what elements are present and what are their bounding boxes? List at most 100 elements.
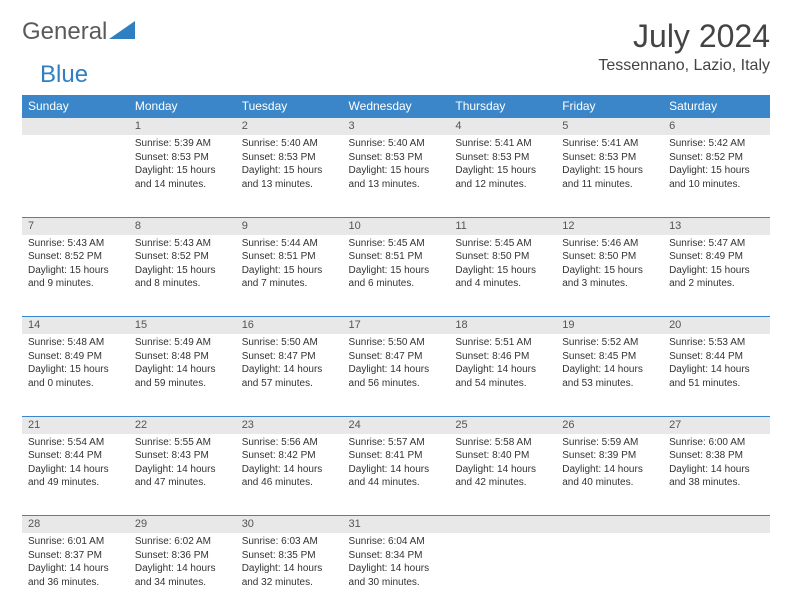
day-number-cell: 25 [449, 416, 556, 434]
day-number-row: 14151617181920 [22, 317, 770, 335]
sunset-text: Sunset: 8:38 PM [669, 449, 764, 463]
sunset-text: Sunset: 8:44 PM [669, 350, 764, 364]
day-content-row: Sunrise: 5:54 AMSunset: 8:44 PM Daylight:… [22, 434, 770, 516]
daylight-text: Daylight: 15 hours and 14 minutes. [135, 164, 230, 191]
day-number-row: 21222324252627 [22, 416, 770, 434]
sunset-text: Sunset: 8:47 PM [349, 350, 444, 364]
day-content-cell: Sunrise: 5:47 AMSunset: 8:49 PMDaylight:… [663, 235, 770, 317]
day-content-cell: Sunrise: 5:48 AMSunset: 8:49 PMDaylight:… [22, 334, 129, 416]
logo-text-blue: Blue [40, 61, 88, 89]
day-content-cell: Sunrise: 5:49 AMSunset: 8:48 PMDaylight:… [129, 334, 236, 416]
daylight-text: Daylight: 15 hours and 4 minutes. [455, 264, 550, 291]
sunset-text: Sunset: 8:41 PM [349, 449, 444, 463]
sunrise-text: Sunrise: 6:04 AM [349, 535, 444, 549]
day-number-row: 28293031 [22, 516, 770, 534]
day-content-cell: Sunrise: 5:39 AMSunset: 8:53 PMDaylight:… [129, 135, 236, 217]
sunrise-text: Sunrise: 5:58 AM [455, 436, 550, 450]
daylight-text: Daylight: 14 hours and 54 minutes. [455, 363, 550, 390]
sunrise-text: Sunrise: 5:54 AM [28, 436, 123, 450]
day-number-cell: 29 [129, 516, 236, 534]
sunrise-text: Sunrise: 5:59 AM [562, 436, 657, 450]
daylight-text: Daylight: 14 hours and 40 minutes. [562, 463, 657, 490]
day-number-cell: 19 [556, 317, 663, 335]
day-number-cell: 13 [663, 217, 770, 235]
day-number-cell: 27 [663, 416, 770, 434]
daylight-text: Daylight: 15 hours and 13 minutes. [242, 164, 337, 191]
weekday-header: Friday [556, 95, 663, 118]
day-number-cell: 22 [129, 416, 236, 434]
day-content-cell: Sunrise: 5:59 AMSunset: 8:39 PMDaylight:… [556, 434, 663, 516]
logo: General [22, 18, 137, 46]
day-number-cell: 21 [22, 416, 129, 434]
day-content-cell: Sunrise: 5:50 AMSunset: 8:47 PMDaylight:… [343, 334, 450, 416]
daylight-text: Daylight: 14 hours and 53 minutes. [562, 363, 657, 390]
day-number-cell: 31 [343, 516, 450, 534]
day-number-cell: 24 [343, 416, 450, 434]
day-content-cell: Sunrise: 5:43 AMSunset: 8:52 PMDaylight:… [129, 235, 236, 317]
sunset-text: Sunset: 8:51 PM [349, 250, 444, 264]
day-number-cell: 4 [449, 118, 556, 136]
day-number-cell: 14 [22, 317, 129, 335]
location-label: Tessennano, Lazio, Italy [598, 57, 770, 75]
day-number-cell [556, 516, 663, 534]
daylight-text: Daylight: 15 hours and 9 minutes. [28, 264, 123, 291]
sunrise-text: Sunrise: 5:39 AM [135, 137, 230, 151]
day-content-cell [22, 135, 129, 217]
day-number-row: 78910111213 [22, 217, 770, 235]
daylight-text: Daylight: 14 hours and 42 minutes. [455, 463, 550, 490]
day-number-cell: 3 [343, 118, 450, 136]
calendar-table: SundayMondayTuesdayWednesdayThursdayFrid… [22, 95, 770, 615]
sunrise-text: Sunrise: 5:56 AM [242, 436, 337, 450]
day-content-cell: Sunrise: 5:57 AMSunset: 8:41 PMDaylight:… [343, 434, 450, 516]
day-number-cell: 30 [236, 516, 343, 534]
sunset-text: Sunset: 8:34 PM [349, 549, 444, 563]
day-number-cell [22, 118, 129, 136]
sunrise-text: Sunrise: 5:40 AM [349, 137, 444, 151]
sunset-text: Sunset: 8:47 PM [242, 350, 337, 364]
sunset-text: Sunset: 8:53 PM [562, 151, 657, 165]
day-content-cell: Sunrise: 5:44 AMSunset: 8:51 PMDaylight:… [236, 235, 343, 317]
weekday-header: Wednesday [343, 95, 450, 118]
day-content-cell: Sunrise: 5:40 AMSunset: 8:53 PMDaylight:… [343, 135, 450, 217]
day-content-cell: Sunrise: 6:03 AMSunset: 8:35 PMDaylight:… [236, 533, 343, 615]
day-number-cell: 7 [22, 217, 129, 235]
day-content-cell: Sunrise: 6:00 AMSunset: 8:38 PMDaylight:… [663, 434, 770, 516]
sunset-text: Sunset: 8:52 PM [28, 250, 123, 264]
sunset-text: Sunset: 8:45 PM [562, 350, 657, 364]
sunrise-text: Sunrise: 5:49 AM [135, 336, 230, 350]
daylight-text: Daylight: 15 hours and 3 minutes. [562, 264, 657, 291]
day-number-cell: 10 [343, 217, 450, 235]
daylight-text: Daylight: 15 hours and 6 minutes. [349, 264, 444, 291]
title-block: July 2024 Tessennano, Lazio, Italy [598, 18, 770, 75]
sunset-text: Sunset: 8:46 PM [455, 350, 550, 364]
sunset-text: Sunset: 8:49 PM [669, 250, 764, 264]
sunset-text: Sunset: 8:44 PM [28, 449, 123, 463]
weekday-header: Tuesday [236, 95, 343, 118]
sunset-text: Sunset: 8:52 PM [669, 151, 764, 165]
sunrise-text: Sunrise: 5:45 AM [455, 237, 550, 251]
day-content-cell: Sunrise: 5:46 AMSunset: 8:50 PMDaylight:… [556, 235, 663, 317]
day-number-cell: 15 [129, 317, 236, 335]
weekday-header: Saturday [663, 95, 770, 118]
triangle-icon [109, 19, 137, 46]
daylight-text: Daylight: 14 hours and 36 minutes. [28, 562, 123, 589]
day-content-cell: Sunrise: 5:41 AMSunset: 8:53 PMDaylight:… [449, 135, 556, 217]
daylight-text: Daylight: 14 hours and 56 minutes. [349, 363, 444, 390]
day-number-cell: 16 [236, 317, 343, 335]
day-number-cell: 11 [449, 217, 556, 235]
sunset-text: Sunset: 8:35 PM [242, 549, 337, 563]
weekday-header: Sunday [22, 95, 129, 118]
day-content-cell: Sunrise: 5:52 AMSunset: 8:45 PMDaylight:… [556, 334, 663, 416]
weekday-header-row: SundayMondayTuesdayWednesdayThursdayFrid… [22, 95, 770, 118]
day-number-cell: 2 [236, 118, 343, 136]
logo-text-general: General [22, 18, 107, 46]
day-content-row: Sunrise: 6:01 AMSunset: 8:37 PMDaylight:… [22, 533, 770, 615]
day-number-row: 123456 [22, 118, 770, 136]
day-content-cell [449, 533, 556, 615]
sunrise-text: Sunrise: 5:47 AM [669, 237, 764, 251]
day-number-cell: 5 [556, 118, 663, 136]
day-number-cell: 9 [236, 217, 343, 235]
day-number-cell: 1 [129, 118, 236, 136]
day-content-cell: Sunrise: 5:43 AMSunset: 8:52 PMDaylight:… [22, 235, 129, 317]
daylight-text: Daylight: 15 hours and 0 minutes. [28, 363, 123, 390]
